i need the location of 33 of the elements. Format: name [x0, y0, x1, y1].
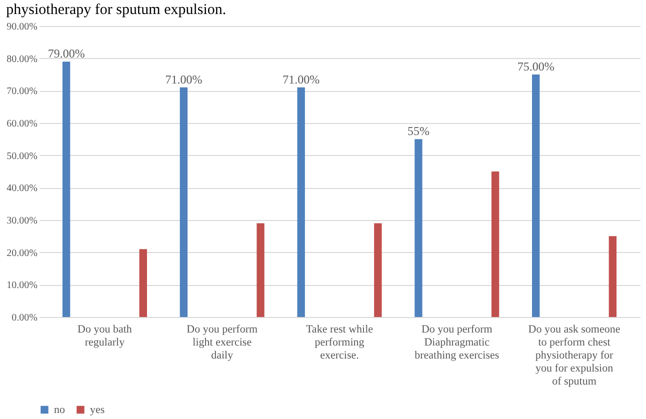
legend-label: yes [90, 404, 105, 416]
bar [256, 223, 264, 317]
data-label: 55% [407, 124, 430, 138]
y-tick-label: 60.00% [6, 118, 38, 130]
bar [608, 236, 617, 317]
data-label: 79.00% [48, 46, 85, 61]
data-label: 71.00% [165, 72, 202, 86]
chart-title: physiotherapy for sputum expulsion. [6, 2, 226, 18]
bar [491, 172, 500, 317]
x-tick-label: Take rest while performing exercise. [306, 324, 374, 362]
y-tick-label: 70.00% [6, 86, 38, 98]
y-tick-label: 30.00% [6, 216, 38, 226]
bar [532, 74, 540, 317]
data-label: 71.00% [282, 72, 320, 86]
x-tick-label: Do you perform light exercise daily [186, 324, 258, 362]
data-label: 75.00% [517, 60, 554, 74]
y-tick-label: 80.00% [6, 54, 38, 65]
bar [297, 87, 305, 317]
y-tick-label: 20.00% [6, 248, 38, 259]
bar [180, 87, 188, 317]
y-tick-label: 10.00% [6, 280, 38, 292]
x-tick-label: Do you ask someone to perform chest physiotherapy for you for expulsion of sputum [528, 324, 620, 388]
y-tick-label: 0.00% [12, 312, 38, 324]
bar [374, 223, 382, 317]
y-tick-label: 50.00% [6, 150, 38, 162]
x-tick-label: Do you perform Diaphragmatic breathing exercises [414, 324, 500, 362]
x-tick-label: Do you bath regularly [78, 324, 132, 348]
bar [139, 249, 147, 317]
bar [62, 62, 70, 317]
legend-label: no [54, 404, 66, 416]
y-tick-label: 90.00% [6, 22, 38, 32]
bar [414, 139, 422, 317]
y-tick-label: 40.00% [6, 183, 38, 194]
